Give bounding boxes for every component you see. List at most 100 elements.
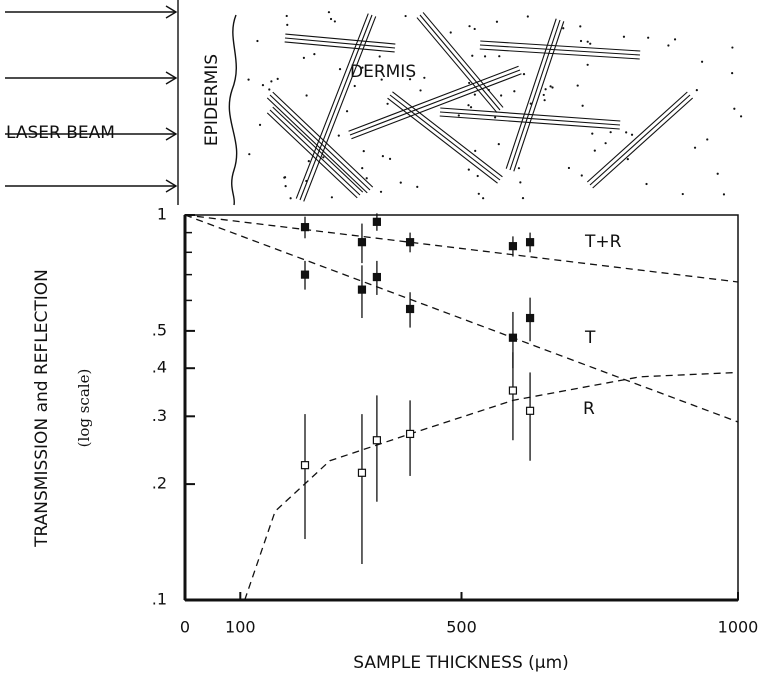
fiber (592, 97, 694, 189)
fit-curve (244, 371, 739, 601)
dot (388, 157, 392, 160)
x-axis-label: SAMPLE THICKNESS (µm) (353, 653, 569, 673)
dot (345, 110, 349, 113)
dot (261, 84, 265, 87)
dot (362, 150, 365, 153)
dot (322, 156, 325, 159)
dot (378, 55, 381, 58)
data-point (300, 223, 310, 232)
fiber (422, 12, 504, 108)
epidermis-label: EPIDERMIS (202, 54, 222, 146)
dot (542, 93, 545, 97)
dot (419, 89, 422, 92)
dot (365, 177, 368, 180)
dot (551, 86, 554, 89)
fiber (266, 112, 358, 199)
dot (579, 39, 583, 43)
dot (313, 52, 316, 56)
dot (586, 63, 589, 66)
fiber (272, 106, 364, 193)
dot (495, 20, 499, 23)
dot (330, 196, 333, 199)
arrow-head (165, 71, 178, 85)
dot (622, 35, 626, 38)
dot (449, 31, 452, 34)
dot (423, 76, 426, 79)
dot (270, 80, 273, 83)
dot (337, 134, 340, 137)
dot (513, 90, 516, 93)
fiber (303, 16, 377, 202)
data-point (508, 242, 518, 251)
fiber (284, 37, 396, 49)
fiber (349, 69, 521, 136)
dot (589, 42, 592, 45)
fiber (299, 14, 373, 201)
fiber (389, 94, 501, 181)
x-tick-label: 500 (446, 618, 477, 637)
fiber (589, 94, 691, 186)
dot (469, 106, 473, 109)
dot (544, 88, 547, 91)
dot (609, 131, 612, 134)
fiber (505, 18, 557, 169)
y-tick-label: .2 (152, 474, 167, 493)
dot (457, 114, 460, 117)
dot (381, 155, 384, 158)
dot (733, 107, 736, 110)
dot (483, 55, 487, 58)
fiber (479, 48, 640, 60)
dot (586, 40, 589, 43)
dot (482, 197, 485, 200)
dot (284, 185, 287, 188)
fiber (440, 107, 621, 122)
dot (498, 55, 501, 58)
dot (258, 123, 262, 126)
dot (519, 181, 522, 184)
dot (361, 66, 364, 69)
dot (305, 94, 308, 97)
fiber (509, 19, 561, 171)
fiber (351, 73, 522, 140)
dot (693, 146, 697, 149)
dot (473, 93, 476, 96)
dot (467, 104, 470, 107)
dot (494, 116, 497, 119)
dot (630, 133, 634, 136)
dot (500, 94, 503, 97)
dot (338, 68, 342, 71)
fiber (272, 91, 374, 188)
dot (580, 174, 583, 177)
fiber (416, 17, 498, 113)
dot (591, 132, 594, 135)
data-point (405, 429, 415, 439)
fiber (266, 97, 368, 194)
data-point (525, 313, 535, 323)
data-point (357, 468, 367, 477)
data-point (357, 285, 367, 294)
dot (416, 185, 419, 188)
dot (386, 102, 389, 105)
series-label: R (583, 399, 595, 419)
dot (380, 78, 383, 81)
dot (673, 38, 677, 41)
skin-diagram (5, 0, 743, 206)
dot (647, 36, 650, 39)
dot (476, 174, 479, 178)
fiber (392, 91, 503, 178)
beam-label: LASER BEAM (6, 123, 115, 143)
dot (529, 102, 532, 105)
y-tick-label: .4 (152, 358, 167, 377)
fiber (285, 33, 396, 45)
dot (593, 149, 596, 152)
x-tick-label: 0 (180, 618, 190, 637)
series-label: T (584, 328, 596, 348)
x-tick-label: 100 (225, 618, 256, 637)
dot (681, 192, 684, 196)
dot (268, 88, 271, 91)
dot (474, 149, 477, 153)
dot (695, 89, 698, 92)
dot (522, 73, 526, 76)
dot (379, 190, 383, 193)
dot (517, 167, 521, 170)
